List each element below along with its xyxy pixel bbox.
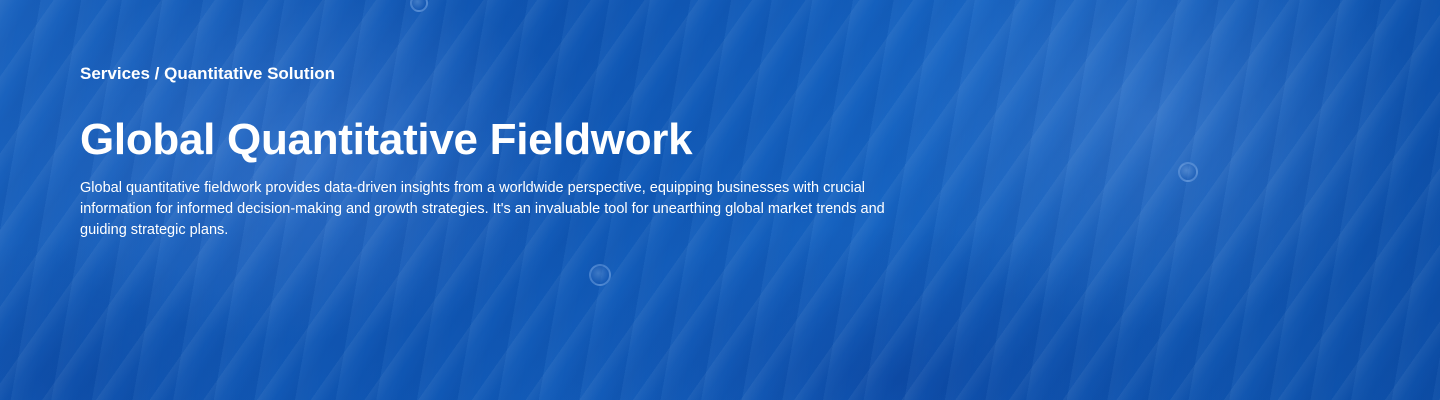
water-bubble-decoration <box>410 0 428 12</box>
breadcrumb: Services / Quantitative Solution <box>80 64 336 83</box>
page-description: Global quantitative fieldwork provides d… <box>80 180 885 238</box>
water-bubble-decoration <box>1178 162 1198 182</box>
hero-content: Services / Quantitative Solution Global … <box>80 62 920 241</box>
page-title: Global Quantitative Fieldwork <box>80 115 693 164</box>
water-bubble-decoration <box>589 264 611 286</box>
